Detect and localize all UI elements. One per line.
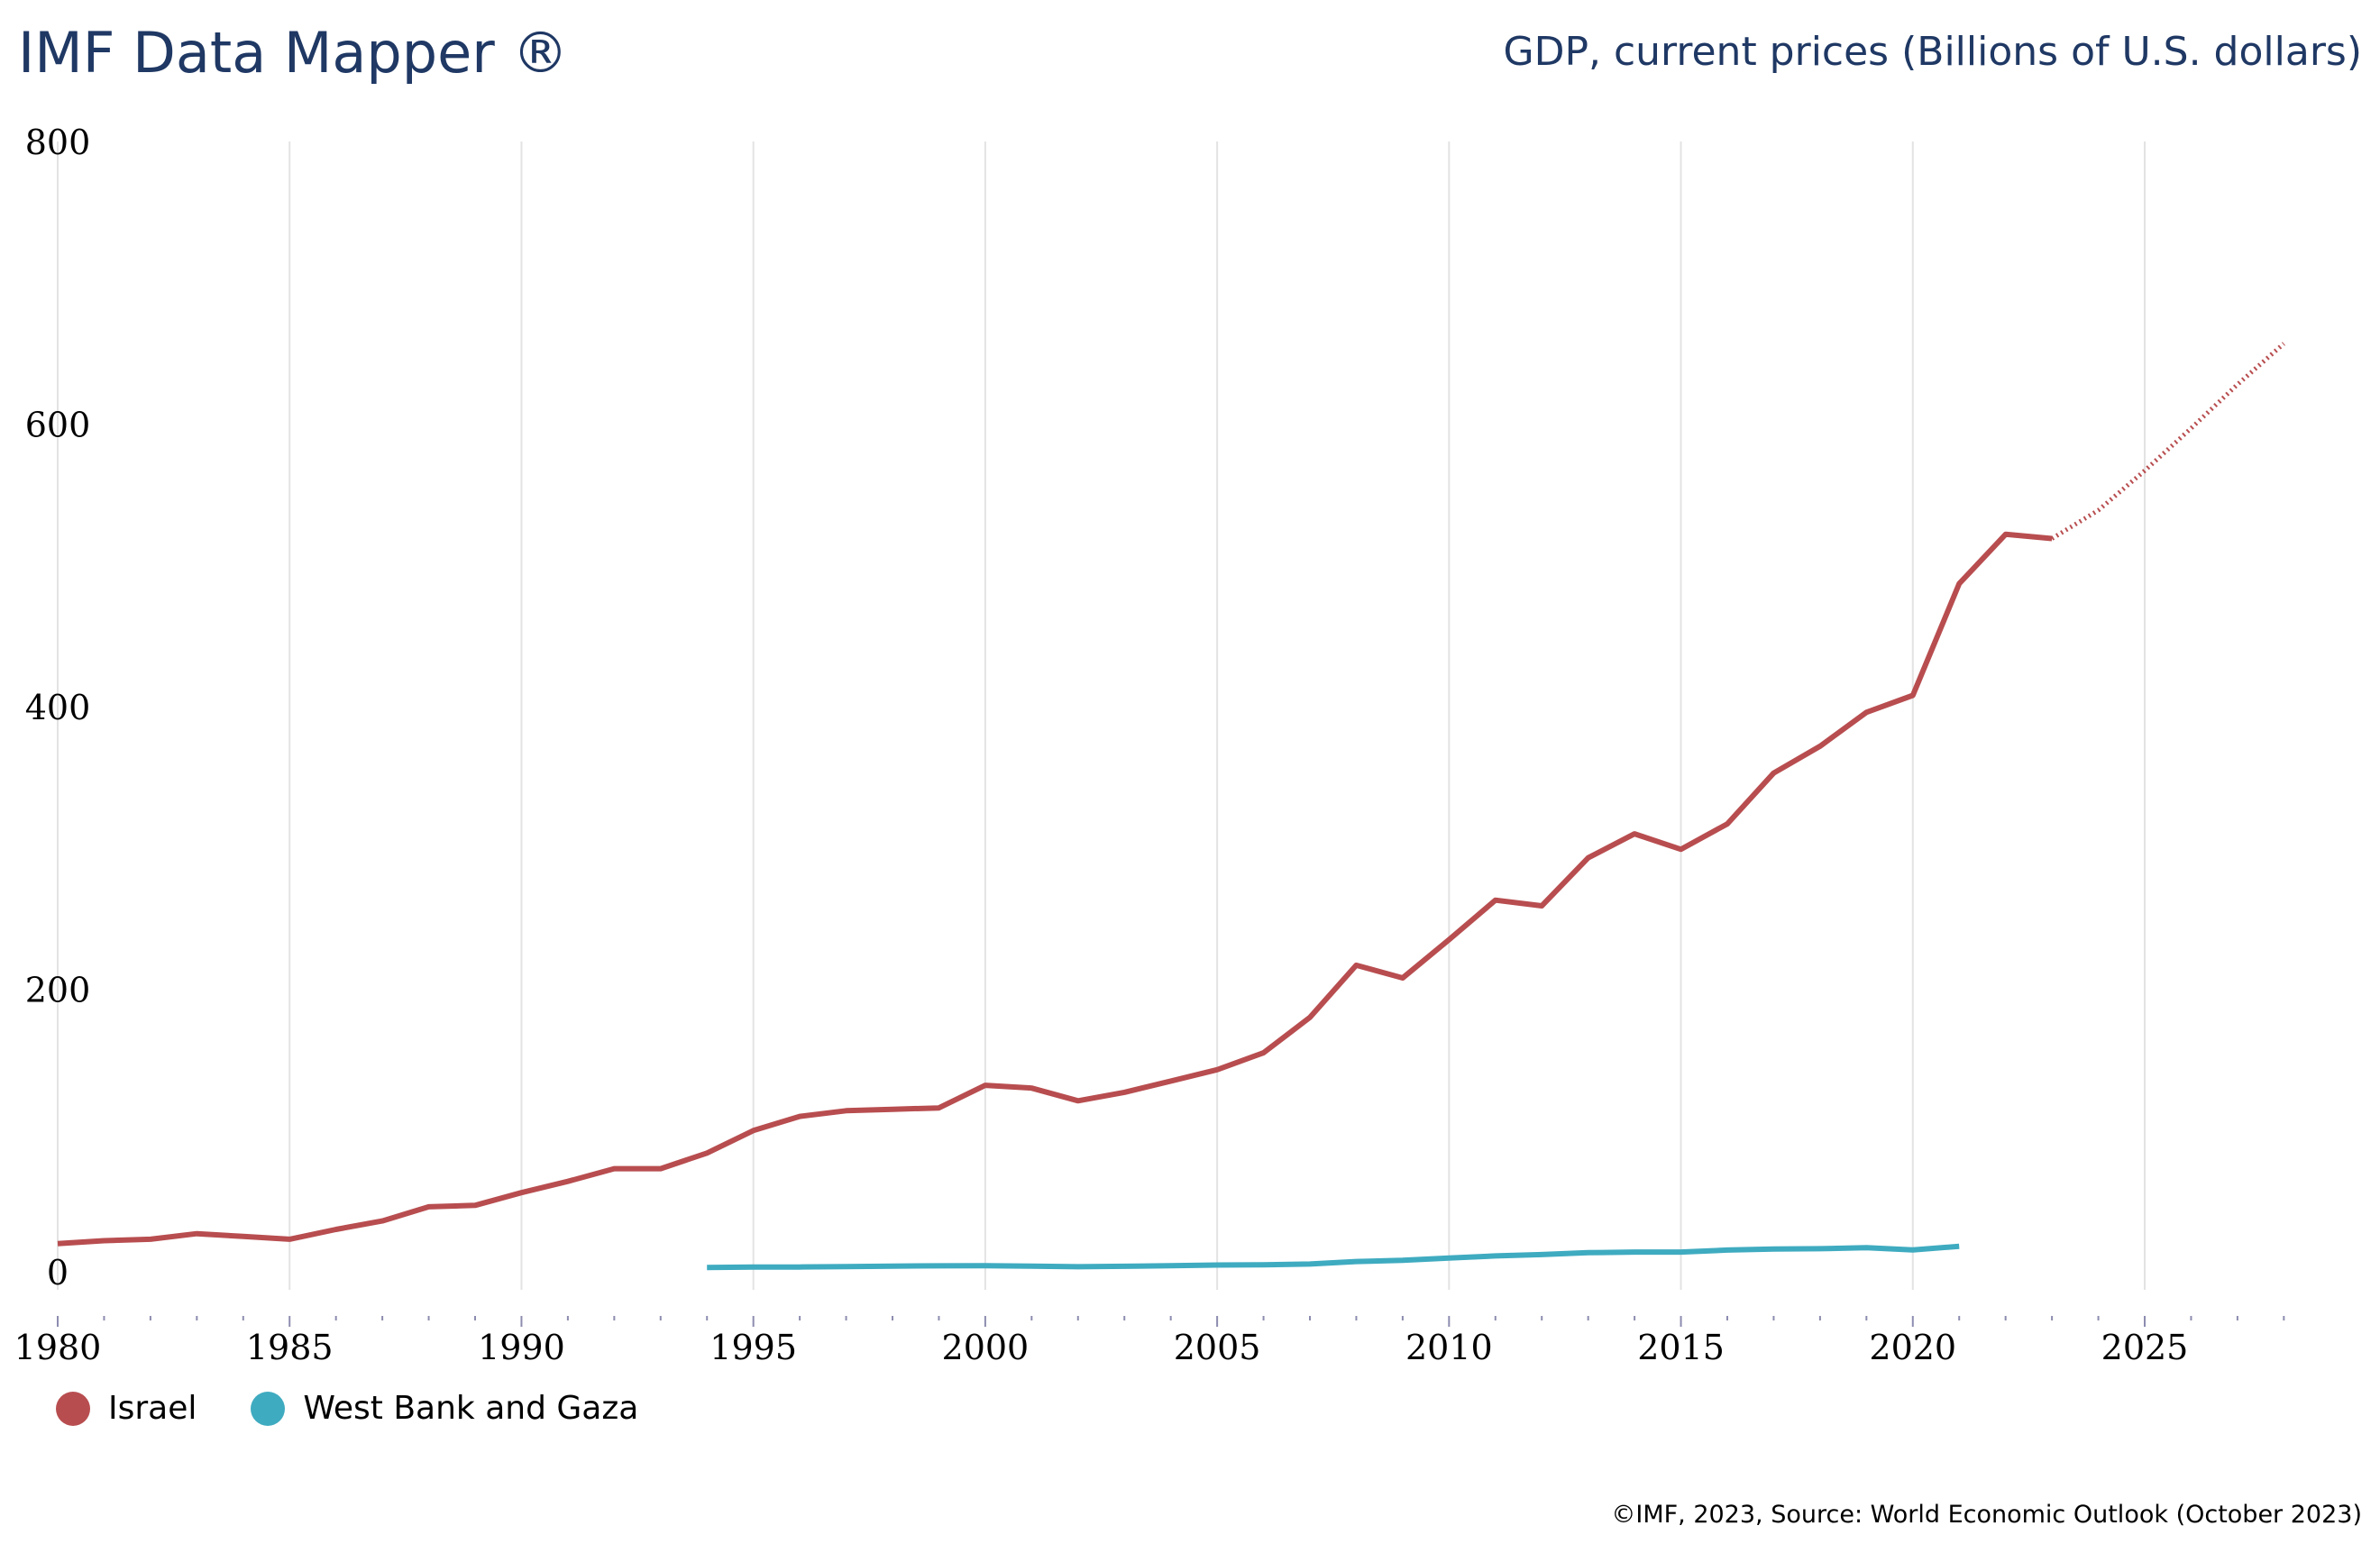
y-axis: 0 200 400 600 800: [25, 123, 91, 1293]
legend-item-west-bank-and-gaza[interactable]: West Bank and Gaza: [251, 1390, 638, 1427]
source-footer: ©IMF, 2023, Source: World Economic Outlo…: [1611, 1501, 2362, 1529]
y-tick-label: 600: [25, 406, 91, 445]
x-tick-label: 1980: [14, 1328, 102, 1367]
legend-item-israel[interactable]: Israel: [56, 1390, 197, 1427]
series-lines: [57, 342, 2285, 1271]
gridlines: [57, 142, 2146, 1290]
x-axis: 1980 1985 1990 1995 2000 2005 2010 2015 2020 2025: [14, 1316, 2285, 1367]
legend-label: Israel: [108, 1390, 197, 1427]
series-line-west-bank-and-gaza: [707, 1243, 1960, 1271]
legend: Israel West Bank and Gaza: [56, 1390, 692, 1427]
x-tick-label: 1990: [478, 1328, 565, 1367]
x-tick-label: 2010: [1405, 1328, 1493, 1367]
indicator-title: GDP, current prices (Billions of U.S. do…: [1503, 29, 2362, 75]
legend-marker-icon: [251, 1391, 286, 1426]
x-tick-label: 2005: [1174, 1328, 1261, 1367]
x-tick-label: 2025: [2101, 1328, 2189, 1367]
x-tick-label: 1995: [709, 1328, 797, 1367]
x-tick-label: 1985: [246, 1328, 334, 1367]
x-tick-label: 2015: [1637, 1328, 1725, 1367]
x-tick-label: 2020: [1869, 1328, 1956, 1367]
y-tick-label: 400: [25, 688, 91, 727]
x-tick-label: 2000: [942, 1328, 1030, 1367]
app-title: IMF Data Mapper ®: [18, 20, 569, 86]
y-tick-label: 0: [47, 1253, 69, 1293]
legend-marker-icon: [56, 1391, 90, 1426]
legend-label: West Bank and Gaza: [303, 1390, 639, 1427]
y-tick-label: 800: [25, 123, 91, 162]
y-tick-label: 200: [25, 971, 91, 1010]
projection-line-israel: [2050, 342, 2285, 541]
series-line-israel: [57, 531, 2053, 1247]
